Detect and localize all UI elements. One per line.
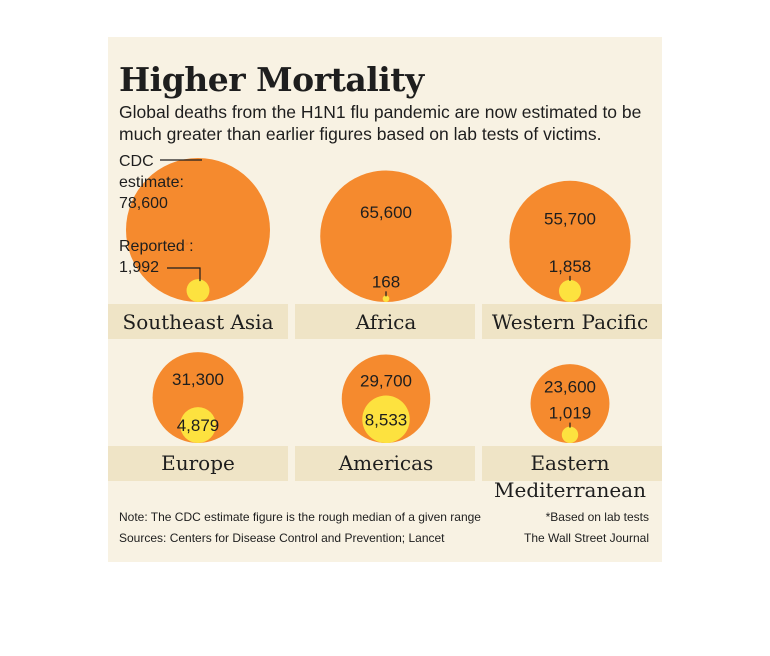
cdc-value-americas: 29,700 [360,371,412,390]
cdc-bubble-western-pacific [509,180,631,302]
chart-title: Higher Mortality [119,60,424,99]
region-band-southeast-asia [108,304,288,339]
reported-value-eastern-mediterranean: 1,019 [549,404,592,423]
cdc-bubble-southeast-asia [126,158,270,302]
region-band-eastern-mediterranean [482,446,662,481]
reported-footnote-mark: * [184,240,190,252]
reported-annotation-value: 1,992 [119,259,160,276]
cdc-bubble-africa [320,170,452,302]
cdc-bubble-europe [152,352,244,443]
reported-bubble-americas [362,395,410,443]
reported-value-americas: 8,533 [365,410,408,429]
region-label-western-pacific: Western Pacific [492,310,648,334]
reported-bubble-southeast-asia [186,279,210,302]
reported-bubble-western-pacific [558,279,582,302]
region-label-africa: Africa [355,310,417,334]
region-band-europe [108,446,288,481]
cdc-annotation-line1: CDC [119,153,154,170]
reported-annotation: Reported*: 1,992 [119,236,194,278]
chart-subtitle: Global deaths from the H1N1 flu pandemic… [119,102,642,144]
reported-annotation-label: Reported [119,238,185,255]
region-band-western-pacific [482,304,662,339]
cdc-value-europe: 31,300 [172,370,224,389]
region-band-americas [295,446,475,481]
region-label-eastern-mediterranean-1: Eastern [530,451,609,475]
cdc-estimate-annotation: CDC estimate: 78,600 [119,151,184,214]
reported-bubble-africa [382,295,390,302]
reported-value-western-pacific: 1,858 [549,257,592,276]
reported-leader-line [167,267,201,282]
region-label-southeast-asia: Southeast Asia [123,310,274,334]
region-band-africa [295,304,475,339]
cdc-annotation-line2: estimate: [119,174,184,191]
cdc-annotation-value: 78,600 [119,195,168,212]
reported-bubble-eastern-mediterranean [561,426,579,444]
region-label-eastern-mediterranean-2: Mediterranean [494,478,646,502]
footer-sources: Sources: Centers for Disease Control and… [119,531,445,545]
footer-footnote: *Based on lab tests [545,510,649,524]
reported-value-europe: 4,879 [177,416,220,435]
footer-credit: The Wall Street Journal [524,531,649,545]
cdc-value-africa: 65,600 [360,203,412,222]
cdc-bubble-eastern-mediterranean [530,364,610,443]
reported-value-africa: 168 [372,272,400,291]
footer-note: Note: The CDC estimate figure is the rou… [119,510,481,524]
reported-annotation-colon: : [189,238,194,255]
region-label-americas: Americas [338,451,434,475]
reported-bubble-europe [180,407,216,444]
cdc-value-western-pacific: 55,700 [544,209,596,228]
cdc-value-eastern-mediterranean: 23,600 [544,378,596,397]
region-label-europe: Europe [161,451,235,475]
